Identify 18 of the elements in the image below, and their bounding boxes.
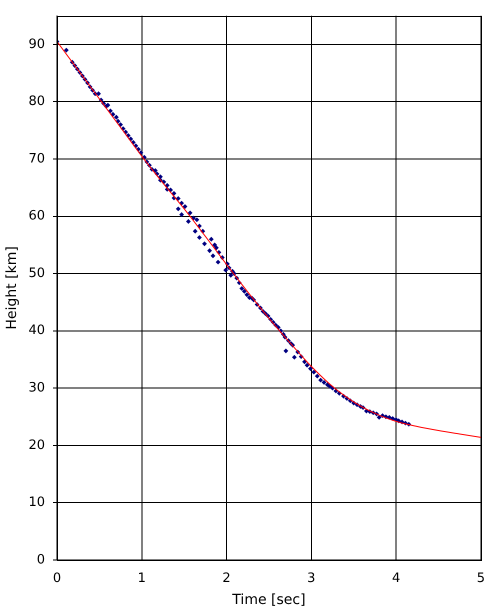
y-tick-label: 20 (28, 438, 45, 453)
y-tick-label: 10 (28, 495, 45, 510)
y-tick-label: 40 (28, 323, 45, 338)
x-tick-label: 5 (476, 571, 486, 586)
y-axis-title: Height [km] (4, 246, 20, 330)
y-tick-label: 30 (28, 380, 45, 396)
y-tick-label: 0 (36, 552, 45, 568)
x-tick-label: 2 (222, 571, 231, 586)
x-tick-label: 3 (307, 571, 316, 586)
y-tick-label: 70 (28, 151, 45, 166)
y-tick-label: 90 (28, 36, 45, 52)
y-tick-label: 60 (28, 208, 45, 224)
x-tick-label: 0 (52, 571, 62, 586)
x-tick-label: 4 (392, 571, 400, 586)
x-axis-title: Time [sec] (231, 592, 306, 608)
x-tick-label: 1 (138, 571, 146, 586)
y-tick-label: 50 (28, 266, 45, 281)
y-tick-label: 80 (28, 94, 45, 110)
